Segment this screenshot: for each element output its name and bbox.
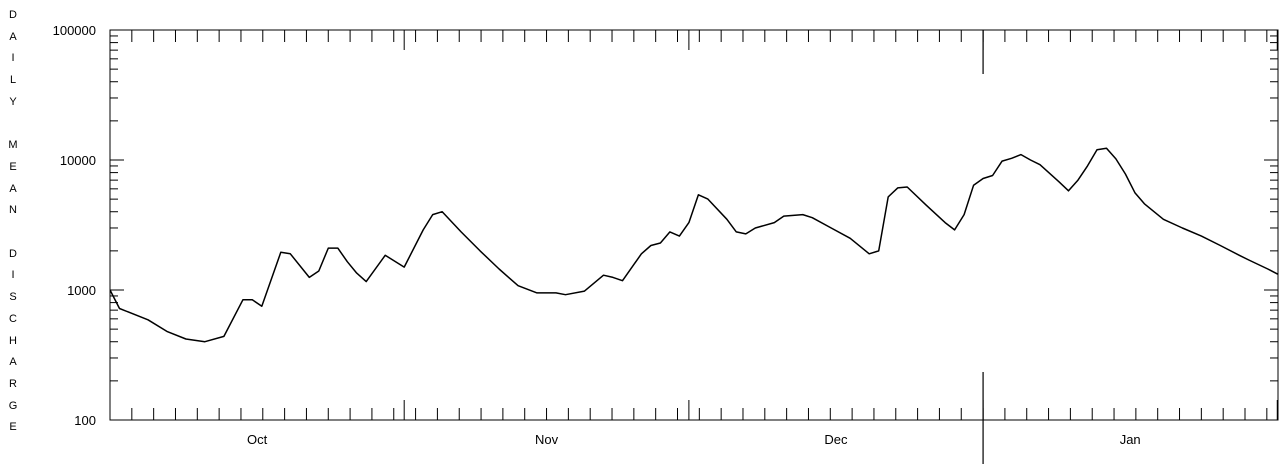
y-axis-label-letter: A (9, 182, 17, 195)
y-axis-label-letter: Y (9, 95, 17, 108)
y-axis-label-letter: R (9, 377, 17, 390)
y-axis-label-letter: E (9, 160, 17, 173)
y-tick-label: 10000 (60, 153, 96, 168)
y-tick-label: 1000 (67, 283, 96, 298)
x-tick-label: Dec (824, 432, 848, 447)
y-tick-labels: 100 1000 10000 100000 (53, 23, 96, 428)
x-tick-label: Jan (1120, 432, 1141, 447)
ticks (109, 30, 1278, 464)
y-axis-label-letter: D (9, 9, 17, 21)
y-axis-label-letter: N (9, 204, 17, 217)
y-axis-label-letter: C (9, 312, 17, 325)
discharge-line (110, 147, 1278, 343)
y-axis-label-letter: G (8, 399, 18, 412)
y-tick-label: 100000 (53, 23, 96, 38)
plot-frame (109, 29, 1279, 421)
y-axis-label-letter: I (11, 52, 15, 65)
y-axis-label-letter: A (9, 356, 17, 369)
y-axis-label-letter: E (9, 421, 17, 434)
series (110, 147, 1278, 343)
y-axis-label-letter: L (9, 74, 17, 87)
x-tick-labels: Oct Nov Dec Jan (247, 432, 1141, 447)
y-axis-label-letter: D (9, 247, 17, 260)
y-tick-label: 100 (74, 413, 96, 428)
x-tick-label: Oct (247, 432, 268, 447)
y-axis-label-letter: H (9, 334, 17, 347)
y-axis-label-letter: I (11, 269, 15, 282)
y-axis-label-letter: A (9, 30, 17, 43)
y-axis-label-letter: M (8, 139, 18, 152)
y-axis-label-letter: S (9, 291, 17, 304)
x-tick-label: Nov (535, 432, 559, 447)
